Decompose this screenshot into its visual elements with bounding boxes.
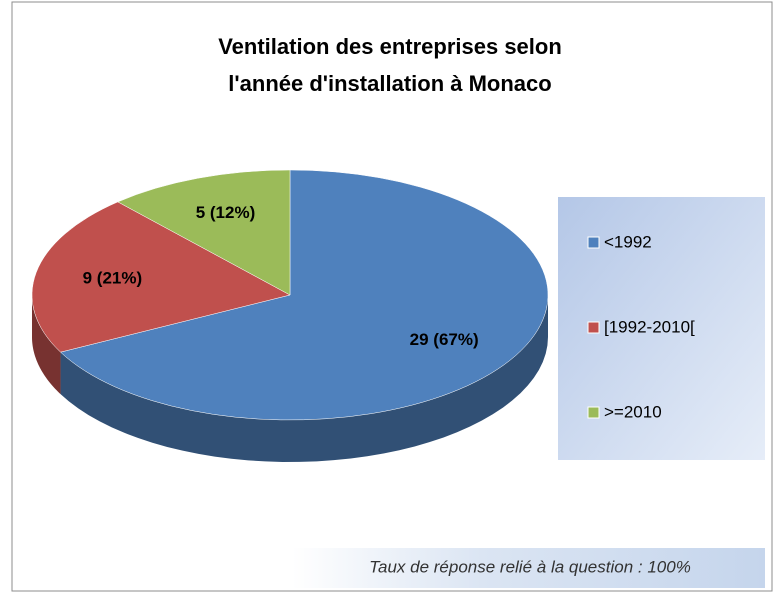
annotation-box	[292, 548, 765, 588]
slice	[117, 169, 291, 296]
legend-swatch	[587, 236, 600, 249]
data-label: 29 (67%)	[410, 330, 479, 349]
legend-swatch	[587, 406, 600, 419]
data-label: 9 (21%)	[83, 269, 143, 288]
data-label: 5 (12%)	[196, 203, 256, 222]
chart-title: Ventilation des entreprises selon l'année…	[218, 34, 562, 96]
annotation: Taux de réponse relié à la question : 10…	[369, 557, 691, 576]
slice-side	[32, 295, 61, 395]
title-line: Ventilation des entreprises selon	[218, 34, 562, 59]
slice	[60, 169, 549, 421]
slice	[31, 201, 291, 353]
slice-side	[60, 295, 549, 462]
title-line: l'année d'installation à Monaco	[228, 71, 551, 96]
legend-label: <1992	[604, 232, 652, 251]
legend-label: [1992-2010[	[604, 317, 695, 336]
legend-label: >=2010	[604, 402, 662, 421]
legend-swatch	[587, 321, 600, 334]
